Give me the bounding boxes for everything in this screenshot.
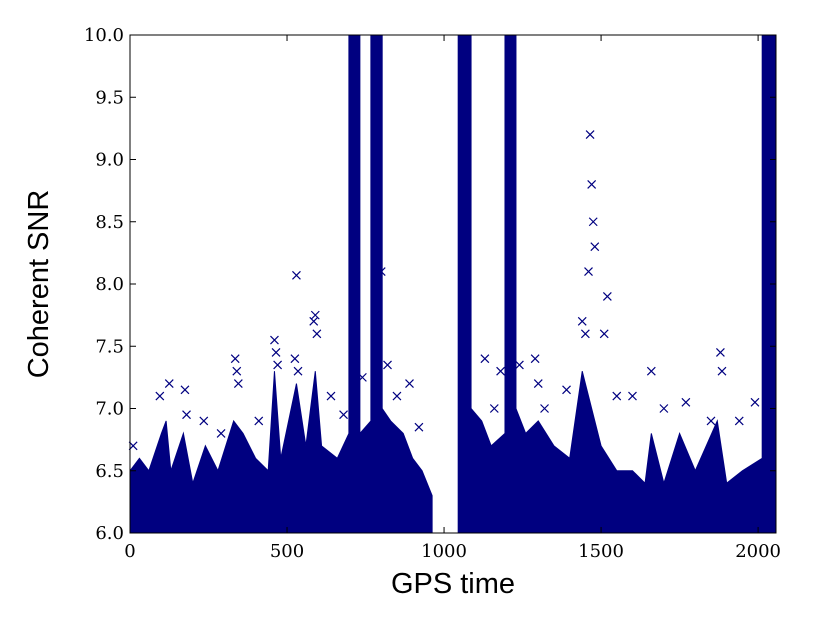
point <box>530 354 540 364</box>
point <box>290 354 300 364</box>
point <box>405 379 414 389</box>
point <box>339 410 348 420</box>
point <box>270 335 279 345</box>
point <box>706 416 716 426</box>
point <box>588 217 598 227</box>
point <box>292 270 301 280</box>
point <box>155 391 165 401</box>
y-tick-label: 7.0 <box>95 399 124 420</box>
x-axis-label: GPS time <box>391 568 515 600</box>
y-tick-label: 8.0 <box>95 274 124 295</box>
point <box>659 404 669 413</box>
point <box>309 316 319 326</box>
point <box>681 397 691 407</box>
point <box>533 379 543 389</box>
point <box>715 348 725 357</box>
point <box>326 391 336 401</box>
point <box>646 366 656 376</box>
point <box>514 360 524 370</box>
x-tick-label: 1000 <box>421 541 467 562</box>
point <box>750 397 760 407</box>
point <box>199 416 209 426</box>
point <box>392 391 402 401</box>
point <box>480 354 490 364</box>
point <box>271 348 281 357</box>
x-tick-label: 1500 <box>578 541 624 562</box>
point <box>310 310 320 320</box>
y-tick-label: 7.5 <box>95 336 124 357</box>
point <box>164 379 174 389</box>
point <box>540 404 549 413</box>
point <box>562 385 571 395</box>
point <box>230 354 240 364</box>
point <box>254 416 264 426</box>
x-tick-label: 500 <box>270 541 304 562</box>
point <box>180 385 190 395</box>
point <box>580 329 590 339</box>
point <box>717 366 727 376</box>
point <box>232 366 242 376</box>
point <box>182 410 191 420</box>
point <box>216 428 226 438</box>
point <box>489 404 499 413</box>
point <box>496 366 506 376</box>
point <box>383 360 392 370</box>
point <box>414 422 424 432</box>
point <box>376 267 386 276</box>
y-tick-label: 10.0 <box>84 25 124 46</box>
point <box>602 292 612 301</box>
y-tick-label: 9.0 <box>95 150 124 171</box>
point <box>293 366 303 376</box>
dense-band <box>129 34 777 534</box>
point <box>734 416 744 426</box>
y-tick-label: 9.5 <box>95 87 124 108</box>
point <box>612 391 622 401</box>
point <box>577 316 587 326</box>
point <box>273 360 283 370</box>
y-axis-label: Coherent SNR <box>23 190 55 379</box>
y-tick-label: 8.5 <box>95 212 124 233</box>
x-tick-label: 0 <box>124 541 135 562</box>
point <box>312 329 322 339</box>
point <box>587 179 597 189</box>
y-tick-label: 6.0 <box>95 523 124 544</box>
point <box>357 372 367 382</box>
point <box>584 267 593 276</box>
point <box>599 329 609 339</box>
point <box>585 130 595 140</box>
point <box>628 391 637 401</box>
y-tick-label: 6.5 <box>95 461 124 482</box>
point <box>233 379 243 389</box>
x-tick-label: 2000 <box>735 541 781 562</box>
point <box>590 242 600 252</box>
